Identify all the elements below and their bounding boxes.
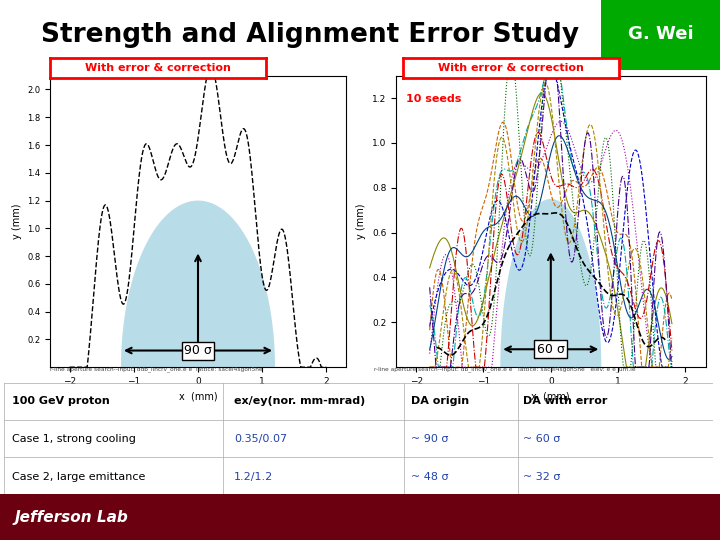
Text: 1.2/1.2: 1.2/1.2 [234,471,273,482]
Text: Case 2, large emittance: Case 2, large emittance [12,471,145,482]
Text: With error & correction: With error & correction [438,63,584,73]
Text: ~ 48 σ: ~ 48 σ [411,471,449,482]
Text: ~ 32 σ: ~ 32 σ [523,471,560,482]
Text: 100 GeV proton: 100 GeV proton [12,396,110,406]
X-axis label: x  (mm): x (mm) [531,392,570,401]
Text: 60 σ: 60 σ [537,343,564,356]
FancyBboxPatch shape [601,0,720,70]
Text: G. Wei: G. Wei [628,25,694,43]
Text: ~ 90 σ: ~ 90 σ [411,434,449,444]
Text: DA origin: DA origin [411,396,469,406]
Text: r-line aperture search--input: db_lincrv_one.e e   lattice: sacel4sgon5he   elev: r-line aperture search--input: db_lincrv… [374,366,636,372]
Polygon shape [500,199,601,367]
Text: r-line aperture search--input: ddb_lincrv_one.e e  lattice: sacel4sgon5he: r-line aperture search--input: ddb_lincr… [50,366,263,372]
Text: DA with error: DA with error [523,396,607,406]
Y-axis label: y (mm): y (mm) [12,204,22,239]
Text: 0.35/0.07: 0.35/0.07 [234,434,287,444]
Text: With error & correction: With error & correction [86,63,231,73]
Polygon shape [121,200,275,367]
Text: 90 σ: 90 σ [184,344,212,357]
X-axis label: x  (mm): x (mm) [179,392,217,401]
Y-axis label: y (mm): y (mm) [356,204,366,239]
Text: ~ 60 σ: ~ 60 σ [523,434,560,444]
Text: ex/ey(nor. mm-mrad): ex/ey(nor. mm-mrad) [234,396,365,406]
Text: Jefferson Lab: Jefferson Lab [14,510,128,525]
Text: Case 1, strong cooling: Case 1, strong cooling [12,434,136,444]
Text: Strength and Alignment Error Study: Strength and Alignment Error Study [40,22,579,48]
Text: 10 seeds: 10 seeds [406,93,462,104]
